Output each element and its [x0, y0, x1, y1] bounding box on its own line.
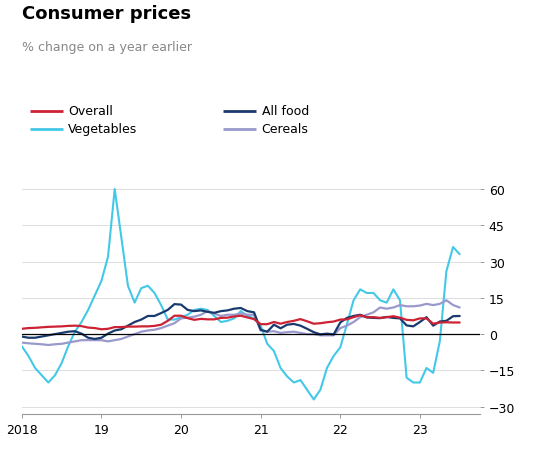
Text: All food: All food	[262, 105, 309, 118]
Text: Vegetables: Vegetables	[68, 123, 137, 136]
Text: Cereals: Cereals	[262, 123, 308, 136]
Text: % change on a year earlier: % change on a year earlier	[22, 41, 192, 54]
Text: Consumer prices: Consumer prices	[22, 5, 191, 22]
Text: Overall: Overall	[68, 105, 113, 118]
